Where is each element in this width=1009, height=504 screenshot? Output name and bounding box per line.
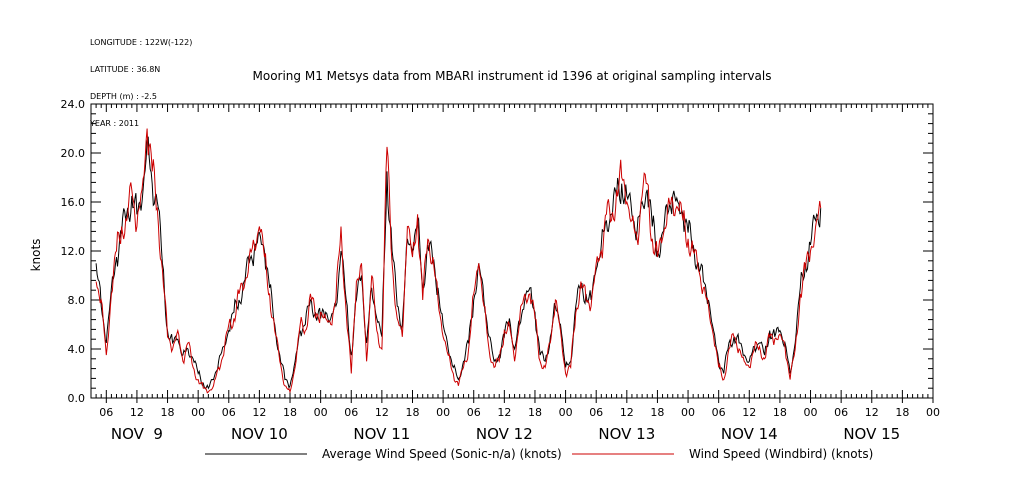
- x-tick-label: 18: [528, 406, 542, 419]
- x-tick-label: 12: [497, 406, 511, 419]
- day-label: NOV 11: [353, 425, 410, 443]
- x-tick-label: 06: [712, 406, 726, 419]
- meta-latitude: LATITUDE : 36.8N: [90, 65, 161, 74]
- x-tick-label: 18: [773, 406, 787, 419]
- x-axis: 06 12 18 00 06 12 18 00 06 12 18 00 06 12 18 00 06 12 18 00…: [90, 104, 940, 443]
- x-tick-label: 00: [191, 406, 205, 419]
- y-tick-label: 24.0: [61, 98, 86, 111]
- x-tick-label: 00: [804, 406, 818, 419]
- x-tick-label: 06: [467, 406, 481, 419]
- x-tick-label: 06: [589, 406, 603, 419]
- meta-depth: DEPTH (m) : -2.5: [90, 92, 157, 101]
- x-tick-label: 18: [283, 406, 297, 419]
- meta-year: YEAR : 2011: [90, 119, 140, 128]
- y-tick-label: 0.0: [68, 392, 86, 405]
- x-tick-label: 18: [650, 406, 664, 419]
- x-tick-label: 06: [834, 406, 848, 419]
- y-axis-label: knots: [29, 239, 43, 272]
- day-label: NOV 15: [843, 425, 900, 443]
- y-tick-label: 12.0: [61, 245, 86, 258]
- y-tick-label: 16.0: [61, 196, 86, 209]
- y-tick-label: 4.0: [68, 343, 86, 356]
- x-tick-label: 12: [620, 406, 634, 419]
- x-tick-label: 06: [344, 406, 358, 419]
- x-tick-label: 12: [252, 406, 266, 419]
- day-label: NOV 10: [231, 425, 288, 443]
- x-tick-label: 12: [865, 406, 879, 419]
- legend-label-windbird: Wind Speed (Windbird) (knots): [689, 447, 873, 461]
- x-tick-label: 12: [375, 406, 389, 419]
- x-tick-label: 00: [436, 406, 450, 419]
- day-label: NOV 13: [598, 425, 655, 443]
- legend-label-sonic: Average Wind Speed (Sonic-n/a) (knots): [322, 447, 562, 461]
- x-tick-label: 00: [926, 406, 940, 419]
- x-tick-label: 18: [405, 406, 419, 419]
- y-axis: 0.0 4.0 8.0 12.0 16.0 20.0 24.0: [61, 98, 933, 405]
- series-layer: [95, 128, 822, 394]
- x-tick-label: 18: [161, 406, 175, 419]
- y-tick-label: 20.0: [61, 147, 86, 160]
- x-tick-label: 06: [222, 406, 236, 419]
- x-tick-label: 18: [895, 406, 909, 419]
- x-tick-label: 12: [130, 406, 144, 419]
- x-tick-label: 00: [314, 406, 328, 419]
- y-tick-label: 8.0: [68, 294, 86, 307]
- series-line-windbird: [95, 128, 822, 394]
- legend: Average Wind Speed (Sonic-n/a) (knots) W…: [205, 447, 873, 461]
- x-tick-label: 00: [681, 406, 695, 419]
- day-label: NOV 12: [476, 425, 533, 443]
- day-label: NOV 9: [111, 425, 163, 443]
- chart-title: Mooring M1 Metsys data from MBARI instru…: [253, 69, 772, 83]
- x-tick-label: 00: [559, 406, 573, 419]
- metadata-block: LONGITUDE : 122W(-122) LATITUDE : 36.8N …: [90, 20, 192, 137]
- series-line-sonic: [95, 136, 822, 390]
- plot-frame: [90, 103, 934, 399]
- meta-longitude: LONGITUDE : 122W(-122): [90, 38, 193, 47]
- x-tick-label: 06: [99, 406, 113, 419]
- day-label: NOV 14: [721, 425, 778, 443]
- x-tick-label: 12: [742, 406, 756, 419]
